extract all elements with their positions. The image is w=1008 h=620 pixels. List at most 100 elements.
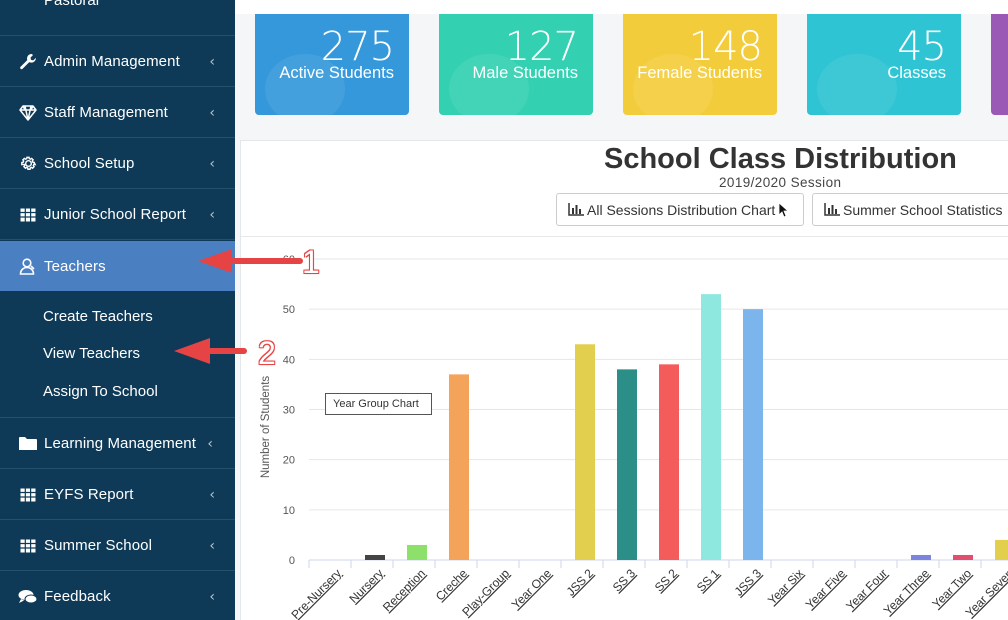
stat-label: Female Students — [637, 64, 762, 82]
x-category-label[interactable]: Year Five — [803, 566, 849, 612]
bar-jss-3[interactable] — [743, 309, 763, 560]
sidebar-item-staff-management[interactable]: Staff Management ‹ — [0, 88, 235, 138]
bar-chart-icon — [824, 203, 840, 216]
bar-year-seven[interactable] — [995, 539, 1008, 560]
y-tick-label: 10 — [283, 505, 295, 517]
teacher-icon — [17, 257, 39, 275]
button-label: Summer School Statistics — [843, 201, 1003, 218]
sidebar-item-label: Pastoral — [44, 0, 100, 9]
folder-icon — [17, 436, 39, 451]
sidebar-item-school-setup[interactable]: School Setup ‹ — [0, 139, 235, 189]
wrench-icon — [17, 53, 39, 71]
sidebar-item-feedback[interactable]: Feedback ‹ — [0, 572, 235, 620]
summer-school-statistics-button[interactable]: Summer School Statistics — [812, 193, 1008, 226]
y-tick-label: 30 — [283, 405, 295, 417]
card-bg-decoration — [449, 54, 529, 115]
stat-value: 148 — [688, 24, 763, 70]
sidebar-item-label: Feedback — [44, 588, 111, 605]
bar-nursery[interactable] — [365, 554, 385, 560]
table-icon — [17, 538, 39, 553]
sidebar-item-junior-school-report[interactable]: Junior School Report ‹ — [0, 190, 235, 240]
sidebar-item-label: Summer School — [44, 537, 153, 554]
sidebar-item-admin-management[interactable]: Admin Management ‹ — [0, 37, 235, 87]
submenu-view-teachers[interactable]: View Teachers — [43, 345, 141, 362]
diamond-icon — [17, 104, 39, 121]
y-tick-label: 0 — [289, 555, 295, 567]
bar-year-three[interactable] — [911, 554, 931, 560]
chart-subtitle: 2019/2020 Session — [719, 175, 842, 190]
bar-ss-3[interactable] — [617, 369, 637, 560]
bar-creche[interactable] — [449, 374, 469, 560]
x-category-label[interactable]: SS 1 — [694, 566, 723, 595]
sidebar-item-pastoral[interactable]: Pastoral — [0, 0, 235, 36]
bar-chart-icon — [568, 203, 584, 216]
x-category-label[interactable]: Nursery — [347, 566, 387, 606]
annotation-number-1: 1 — [302, 244, 320, 280]
stat-label: Active Students — [279, 64, 394, 82]
top-header-bar — [235, 0, 1008, 14]
x-category-label[interactable]: Pre-Nursery — [288, 566, 344, 620]
button-label: All Sessions Distribution Chart — [587, 201, 776, 218]
card-bg-decoration — [633, 54, 713, 115]
chevron-left-icon: ‹ — [209, 588, 215, 605]
chevron-left-icon: ‹ — [209, 53, 215, 70]
chevron-left-icon: ‹ — [209, 206, 215, 223]
stat-card-classes[interactable]: 45 Classes — [807, 14, 961, 115]
sidebar-item-label: Teachers — [44, 257, 106, 275]
bar-ss-1[interactable] — [701, 294, 721, 560]
sidebar-item-learning-management[interactable]: Learning Management ‹ — [0, 419, 235, 469]
stat-card-male-students[interactable]: 127 Male Students — [439, 14, 593, 115]
bar-reception[interactable] — [407, 544, 427, 560]
annotation-arrows — [174, 249, 303, 364]
submenu-assign-to-school[interactable]: Assign To School — [43, 383, 158, 400]
stat-label: Classes — [887, 64, 946, 82]
comments-icon — [17, 589, 39, 605]
chevron-left-icon: ‹ — [209, 537, 215, 554]
sidebar-item-teachers[interactable]: Teachers — [0, 241, 235, 291]
annotation-arrow-2 — [174, 338, 247, 364]
x-category-label[interactable]: SS 3 — [610, 566, 639, 595]
stat-card-female-students[interactable]: 148 Female Students — [623, 14, 777, 115]
chevron-left-icon: ‹ — [209, 155, 215, 172]
sidebar-item-eyfs-report[interactable]: EYFS Report ‹ — [0, 470, 235, 520]
y-tick-label: 20 — [283, 455, 295, 467]
y-tick-label: 50 — [283, 304, 295, 316]
y-axis-title: Number of Students — [260, 376, 272, 479]
chevron-left-icon: ‹ — [207, 435, 213, 452]
stat-value: 127 — [504, 24, 579, 70]
y-tick-label: 40 — [283, 354, 295, 366]
bar-year-two[interactable] — [953, 554, 973, 560]
annotation-number-2: 2 — [258, 335, 276, 371]
stat-card-active-students[interactable]: 275 Active Students — [255, 14, 409, 115]
sidebar: Pastoral Admin Management ‹ Staff Manage… — [0, 0, 235, 620]
class-distribution-chart: 0102030405060 Pre-NurseryNurseryReceptio… — [260, 254, 1008, 620]
x-category-label[interactable]: Year One — [509, 566, 555, 612]
panel-divider — [241, 236, 1008, 237]
table-icon — [17, 207, 39, 222]
x-category-label[interactable]: SS 2 — [652, 566, 681, 595]
x-category-label[interactable]: JSS 3 — [732, 566, 765, 599]
all-sessions-chart-button[interactable]: All Sessions Distribution Chart — [556, 193, 804, 226]
x-category-label[interactable]: JSS 2 — [564, 566, 597, 599]
sidebar-item-label: Junior School Report — [44, 206, 187, 223]
stat-card-partial[interactable] — [991, 14, 1008, 115]
bar-ss-2[interactable] — [659, 364, 679, 560]
stat-value: 45 — [897, 24, 947, 70]
sidebar-item-label: Admin Management — [44, 53, 180, 70]
chart-title: School Class Distribution — [604, 143, 957, 175]
sidebar-item-summer-school[interactable]: Summer School ‹ — [0, 521, 235, 571]
submenu-create-teachers[interactable]: Create Teachers — [43, 308, 153, 325]
cursor-icon — [778, 201, 789, 218]
card-bg-decoration — [817, 54, 897, 115]
bar-jss-2[interactable] — [575, 344, 595, 560]
sidebar-item-label: Learning Management — [44, 435, 197, 452]
x-category-label[interactable]: Year Three — [881, 566, 933, 618]
x-category-label[interactable]: Reception — [380, 566, 428, 614]
sidebar-item-label: Staff Management — [44, 104, 168, 121]
stat-label: Male Students — [472, 64, 578, 82]
x-category-label[interactable]: Year Six — [765, 566, 806, 607]
x-category-label[interactable]: Creche — [433, 566, 470, 603]
chevron-left-icon: ‹ — [209, 486, 215, 503]
year-group-chart-tooltip: Year Group Chart — [325, 393, 432, 415]
chevron-left-icon: ‹ — [209, 104, 215, 121]
